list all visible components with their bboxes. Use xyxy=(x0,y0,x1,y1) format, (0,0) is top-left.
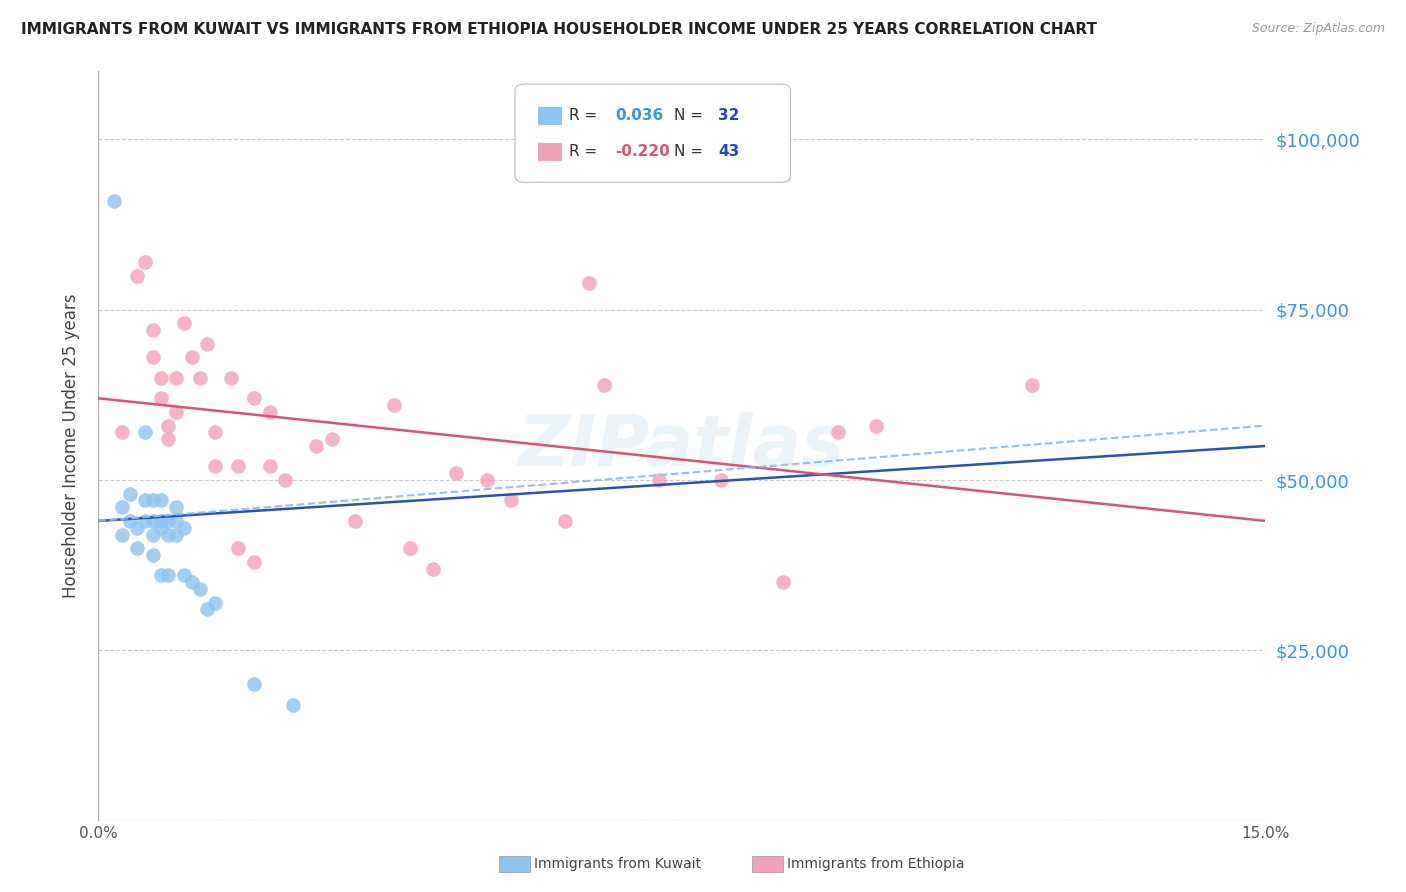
Point xyxy=(165,405,187,419)
Point xyxy=(274,473,297,487)
Text: R =: R = xyxy=(568,108,602,123)
Point xyxy=(103,194,125,208)
Point xyxy=(142,527,165,541)
Point xyxy=(173,521,195,535)
Point xyxy=(204,459,226,474)
Point xyxy=(165,514,187,528)
Point xyxy=(157,527,180,541)
Point xyxy=(142,351,165,365)
Point xyxy=(142,323,165,337)
Point xyxy=(118,486,141,500)
Point xyxy=(865,418,887,433)
Bar xyxy=(538,143,562,161)
Point xyxy=(157,418,180,433)
Point xyxy=(142,548,165,562)
Y-axis label: Householder Income Under 25 years: Householder Income Under 25 years xyxy=(62,293,80,599)
Bar xyxy=(538,106,562,125)
Point xyxy=(134,425,156,440)
Point xyxy=(134,255,156,269)
Point xyxy=(127,268,149,283)
Text: Immigrants from Ethiopia: Immigrants from Ethiopia xyxy=(787,857,965,871)
Point xyxy=(127,521,149,535)
Point xyxy=(111,527,134,541)
Point xyxy=(204,596,226,610)
Point xyxy=(157,514,180,528)
Point xyxy=(228,541,250,556)
Point xyxy=(188,371,211,385)
Point xyxy=(180,575,202,590)
Point xyxy=(180,351,202,365)
Point xyxy=(157,432,180,446)
Point xyxy=(827,425,849,440)
Text: Immigrants from Kuwait: Immigrants from Kuwait xyxy=(534,857,702,871)
Text: 32: 32 xyxy=(718,108,740,123)
Point xyxy=(157,568,180,582)
Point xyxy=(149,521,172,535)
Point xyxy=(281,698,304,712)
Point xyxy=(134,514,156,528)
Point xyxy=(142,514,165,528)
Point xyxy=(477,473,499,487)
Point xyxy=(111,425,134,440)
Point xyxy=(243,392,266,406)
Text: 0.036: 0.036 xyxy=(616,108,664,123)
Text: ZIPatlas: ZIPatlas xyxy=(519,411,845,481)
Text: Source: ZipAtlas.com: Source: ZipAtlas.com xyxy=(1251,22,1385,36)
Point xyxy=(259,459,281,474)
Point xyxy=(259,405,281,419)
Point xyxy=(243,555,266,569)
Point xyxy=(165,371,187,385)
Point xyxy=(173,317,195,331)
Point xyxy=(772,575,794,590)
Text: N =: N = xyxy=(673,144,707,159)
Text: R =: R = xyxy=(568,144,602,159)
Point xyxy=(422,561,444,575)
Point xyxy=(578,276,600,290)
Point xyxy=(165,500,187,515)
Point xyxy=(165,527,187,541)
Point xyxy=(1021,377,1043,392)
Point xyxy=(398,541,420,556)
Point xyxy=(321,432,343,446)
Point xyxy=(219,371,242,385)
Text: -0.220: -0.220 xyxy=(616,144,671,159)
Point xyxy=(188,582,211,596)
Point xyxy=(593,377,616,392)
Point xyxy=(127,541,149,556)
Point xyxy=(204,425,226,440)
Point xyxy=(142,493,165,508)
FancyBboxPatch shape xyxy=(515,84,790,182)
Point xyxy=(195,602,218,616)
Point xyxy=(111,500,134,515)
Point xyxy=(149,493,172,508)
Point xyxy=(710,473,733,487)
Point xyxy=(305,439,328,453)
Point xyxy=(149,371,172,385)
Point xyxy=(446,467,468,481)
Text: N =: N = xyxy=(673,108,707,123)
Point xyxy=(554,514,576,528)
Point xyxy=(173,568,195,582)
Point xyxy=(134,493,156,508)
Text: IMMIGRANTS FROM KUWAIT VS IMMIGRANTS FROM ETHIOPIA HOUSEHOLDER INCOME UNDER 25 Y: IMMIGRANTS FROM KUWAIT VS IMMIGRANTS FRO… xyxy=(21,22,1097,37)
Point xyxy=(149,392,172,406)
Point xyxy=(647,473,669,487)
Point xyxy=(149,568,172,582)
Point xyxy=(243,677,266,691)
Point xyxy=(195,336,218,351)
Point xyxy=(382,398,405,412)
Point xyxy=(118,514,141,528)
Point xyxy=(149,514,172,528)
Point xyxy=(228,459,250,474)
Text: 43: 43 xyxy=(718,144,740,159)
Point xyxy=(344,514,367,528)
Point xyxy=(499,493,522,508)
